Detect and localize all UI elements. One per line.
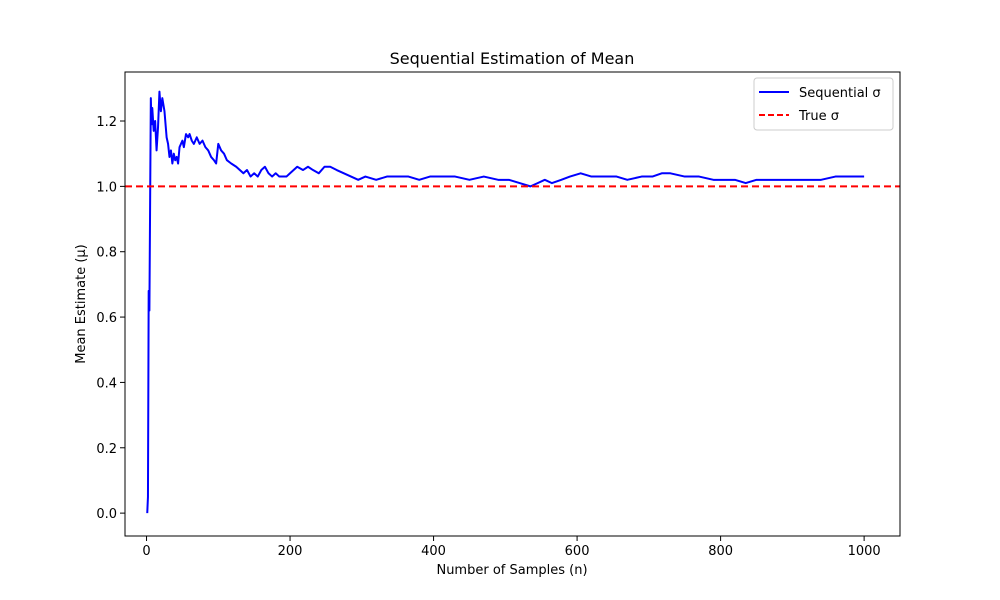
y-tick-label: 0.6 [96, 311, 117, 326]
legend-label-true: True σ [798, 109, 839, 124]
y-axis: 0.0 0.2 0.4 0.6 0.8 1.0 1.2 [96, 115, 125, 522]
x-tick-label: 0 [142, 544, 150, 559]
x-tick-label: 400 [421, 544, 446, 559]
x-axis-title: Number of Samples (n) [436, 563, 587, 578]
y-tick-label: 1.0 [96, 180, 117, 195]
y-tick-label: 1.2 [96, 115, 117, 130]
y-tick-label: 0.4 [96, 376, 117, 391]
y-tick-label: 0.8 [96, 246, 117, 261]
chart-title: Sequential Estimation of Mean [390, 49, 635, 68]
x-tick-label: 200 [278, 544, 303, 559]
plot-area [124, 71, 901, 537]
series-layer [125, 90, 900, 514]
y-tick-label: 0.2 [96, 442, 117, 457]
y-axis-title: Mean Estimate (μ) [74, 244, 89, 364]
plot-frame [124, 71, 901, 537]
y-tick-label: 0.0 [96, 507, 117, 522]
x-tick-label: 600 [565, 544, 590, 559]
series-line-sequential [146, 90, 865, 514]
x-tick-label: 800 [708, 544, 733, 559]
x-tick-label: 1000 [848, 544, 881, 559]
x-axis: 0 200 400 600 800 1000 [142, 536, 881, 559]
legend-label-sequential: Sequential σ [799, 86, 881, 101]
legend: Sequential σ True σ [753, 77, 894, 131]
